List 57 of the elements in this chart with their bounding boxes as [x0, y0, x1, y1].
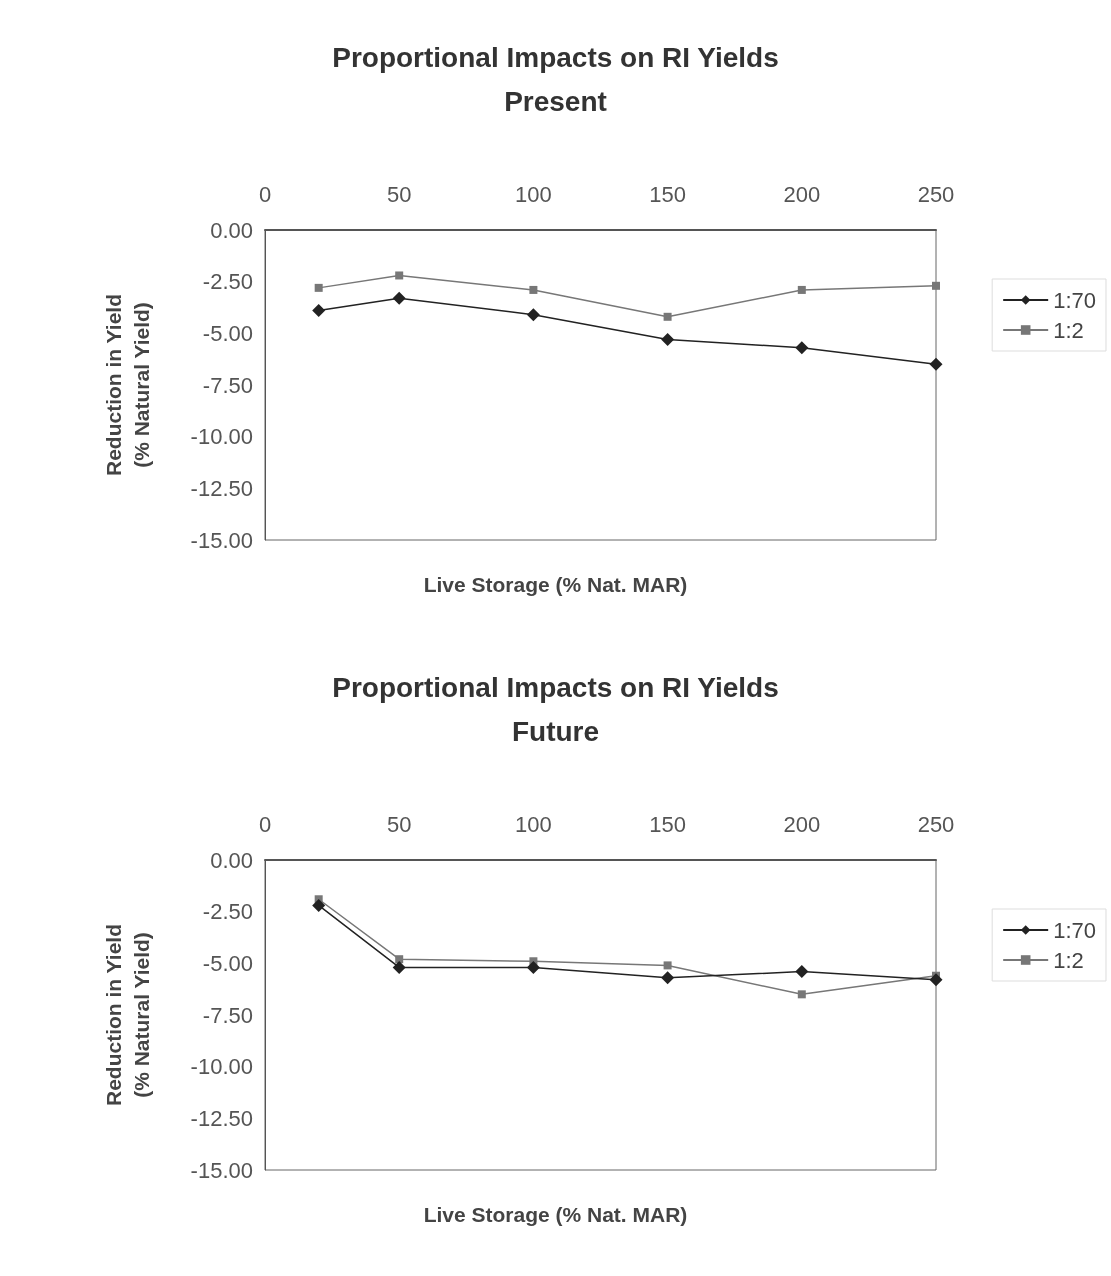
x-tick-label: 250	[917, 811, 955, 837]
point	[932, 281, 940, 290]
y-tick-label: -5.00	[202, 320, 253, 346]
y-tick-label: -2.50	[202, 899, 253, 925]
x-tick-label: 50	[386, 181, 412, 207]
point	[929, 973, 943, 987]
y-tick-label: -12.50	[190, 1105, 253, 1131]
x-tick-label: 150	[649, 181, 686, 207]
point	[795, 965, 809, 979]
point	[526, 960, 540, 974]
chart-title: Proportional Impacts on RI Yields Present	[332, 41, 779, 117]
point	[797, 285, 806, 294]
y-tick-label: -2.50	[202, 269, 253, 295]
y-tick-label: 0.00	[210, 847, 253, 873]
x-tick-label: 0	[258, 181, 272, 207]
point	[392, 960, 406, 974]
y-tick-label: -10.00	[190, 1054, 253, 1080]
y-axis-title: Reduction in Yield (% Natural Yield)	[101, 923, 153, 1107]
legend-label: 1:70	[1053, 917, 1097, 943]
point	[312, 304, 326, 318]
point	[661, 333, 675, 347]
y-tick-label: -10.00	[190, 424, 253, 450]
point	[663, 961, 672, 970]
x-axis-title: Live Storage (% Nat. MAR)	[423, 573, 688, 596]
point	[395, 271, 404, 280]
point	[392, 291, 406, 305]
point	[529, 285, 538, 294]
y-tick-label: -7.50	[202, 372, 253, 398]
y-tick-label: -5.00	[202, 950, 253, 976]
point	[797, 990, 806, 999]
point	[929, 357, 943, 371]
y-tick-label: -7.50	[202, 1002, 253, 1028]
y-axis-title: Reduction in Yield (% Natural Yield)	[101, 293, 153, 477]
point	[526, 308, 540, 322]
x-axis-title: Live Storage (% Nat. MAR)	[423, 1203, 688, 1226]
y-tick-label: 0.00	[210, 217, 253, 243]
x-tick-label: 150	[649, 811, 686, 837]
point	[661, 971, 675, 985]
x-tick-label: 100	[515, 181, 552, 207]
legend-label: 1:70	[1053, 287, 1097, 313]
point	[395, 955, 404, 964]
x-tick-label: 200	[783, 811, 821, 837]
x-tick-label: 100	[515, 811, 552, 837]
y-tick-label: -15.00	[190, 1157, 253, 1183]
point	[314, 283, 323, 292]
x-tick-label: 50	[386, 811, 412, 837]
y-tick-label: -15.00	[190, 527, 253, 553]
legend-label: 1:2	[1053, 317, 1084, 343]
point	[663, 312, 672, 321]
x-tick-label: 250	[917, 181, 955, 207]
point	[312, 898, 326, 912]
y-tick-label: -12.50	[190, 475, 253, 501]
legend-label: 1:2	[1053, 947, 1084, 973]
x-tick-label: 0	[258, 811, 272, 837]
x-tick-label: 200	[783, 181, 821, 207]
point	[795, 341, 809, 355]
chart-title: Proportional Impacts on RI Yields Future	[332, 671, 779, 747]
